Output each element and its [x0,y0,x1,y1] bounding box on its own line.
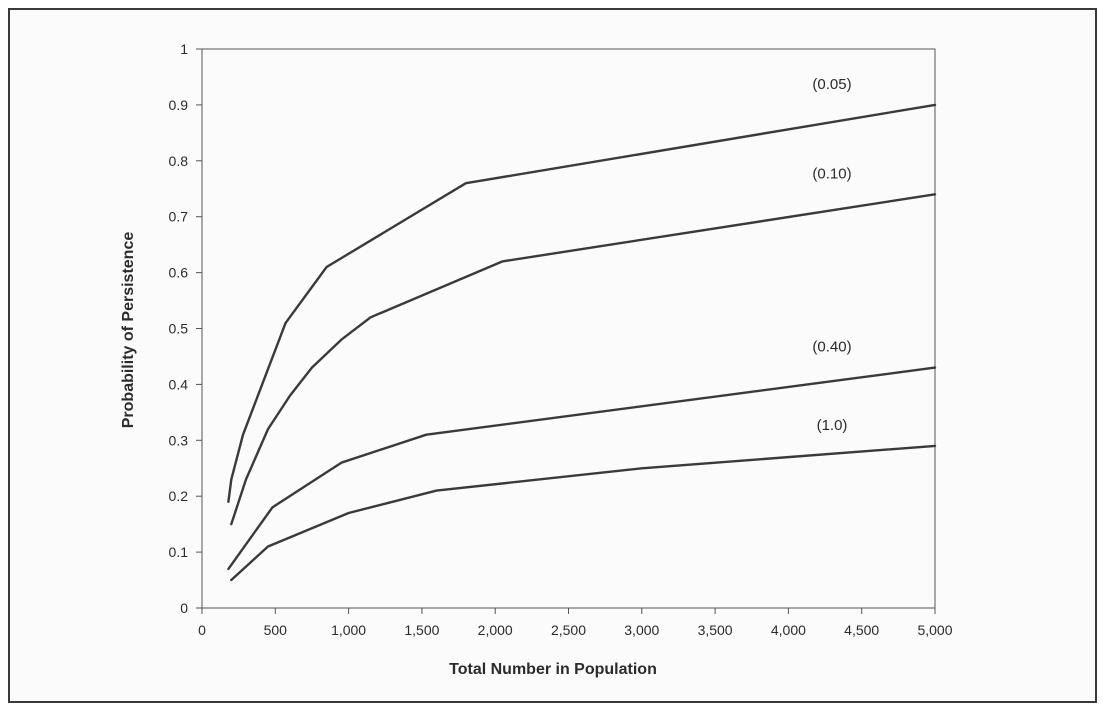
axes [201,48,936,609]
y-tick-label: 0.7 [169,209,189,225]
y-tick-label: 0.6 [169,265,189,281]
x-tick-label: 2,500 [551,622,586,638]
x-axis-title: Total Number in Population [449,661,657,678]
y-tick-label: 0.2 [169,488,189,504]
x-tick-label: 3,000 [624,622,659,638]
x-tick-label: 3,500 [698,622,733,638]
x-tick-label: 1,000 [331,622,366,638]
x-tick-label: 1,500 [404,622,439,638]
x-tick-label: 4,000 [771,622,806,638]
y-tick-label: 0.1 [169,544,189,560]
series-labels: (0.05) (0.10) (0.40) (1.0) [812,76,851,434]
x-tick-label: 5,000 [917,622,952,638]
series-label: (1.0) [817,417,848,434]
x-tick-label: 2,000 [478,622,513,638]
y-tick-label: 0.5 [169,321,189,337]
y-tick-label: 0.3 [169,432,189,448]
series-line [227,366,937,571]
y-tick-label: 0.4 [169,376,189,392]
y-tick-label: 0 [180,600,188,616]
chart-frame [8,8,1097,703]
series-line [230,444,937,582]
x-tick-label: 4,500 [844,622,879,638]
y-axis-title: Probability of Persistence [120,232,137,429]
series-line [227,103,937,503]
series-label: (0.10) [812,165,851,182]
y-tick-label: 0.9 [169,97,189,113]
ticks: 0 500 1,000 1,500 2,000 2,500 3,000 3,500 4,000 4… [169,41,953,638]
x-tick-label: 0 [198,622,206,638]
plot-area-border [201,48,936,609]
x-tick-label: 500 [264,622,288,638]
series-label: (0.40) [812,339,851,356]
series-line [230,193,937,526]
y-tick-label: 1 [180,41,188,57]
series-label: (0.05) [812,76,851,93]
series-lines [227,103,937,582]
y-tick-label: 0.8 [169,153,189,169]
